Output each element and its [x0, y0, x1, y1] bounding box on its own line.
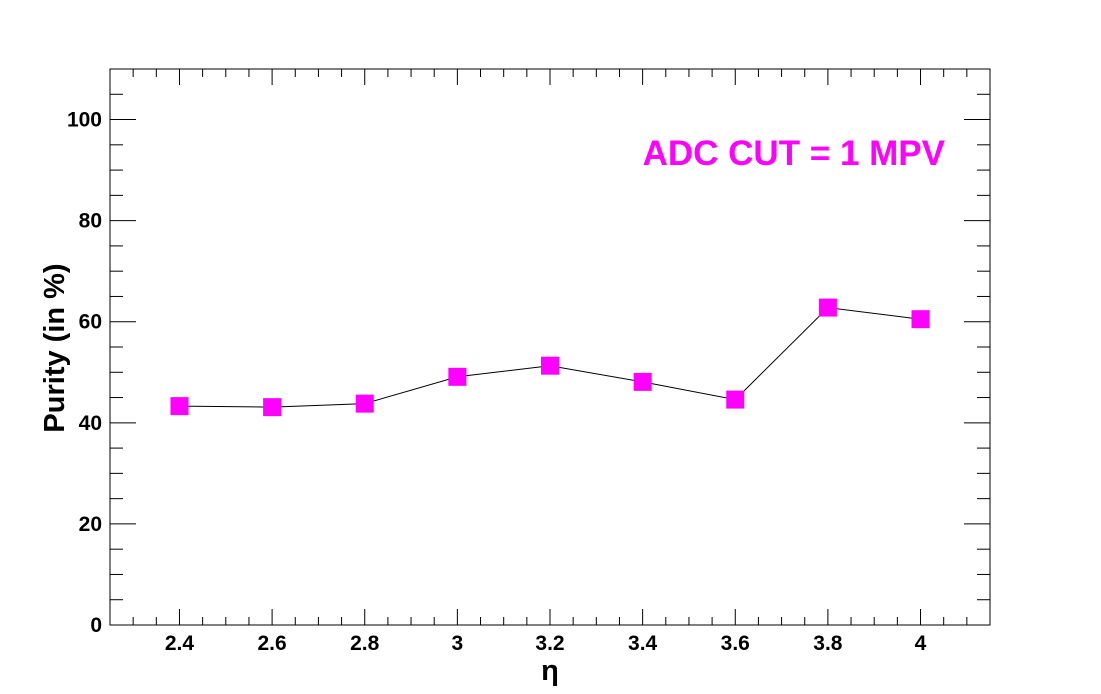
- data-point: [818, 298, 837, 317]
- series-markers: [170, 298, 930, 417]
- y-tick-label: 80: [79, 210, 102, 233]
- y-tick-label: 100: [67, 109, 102, 132]
- x-tick-label: 3.2: [535, 632, 564, 655]
- x-tick-label: 2.8: [350, 632, 380, 655]
- x-tick-label: 4: [915, 632, 927, 655]
- data-point: [726, 390, 745, 409]
- data-point: [911, 310, 930, 329]
- y-tick-label: 40: [79, 412, 102, 435]
- x-tick-label: 3.6: [721, 632, 750, 655]
- data-point: [633, 372, 652, 391]
- x-tick-label: 2.6: [258, 632, 287, 655]
- y-tick-label: 20: [79, 513, 102, 536]
- data-point: [170, 397, 189, 416]
- x-tick-labels: 2.4 2.6 2.8 3 3.2 3.4 3.6 3.8 4: [165, 632, 927, 655]
- annotation-text: ADC CUT = 1 MPV: [643, 134, 946, 173]
- axis-ticks: [109, 68, 991, 626]
- x-tick-label: 3.8: [813, 632, 843, 655]
- x-axis-title: η: [541, 655, 559, 687]
- x-tick-label: 3.4: [628, 632, 658, 655]
- y-axis-title: Purity (in %): [39, 263, 71, 432]
- x-tick-label: 3: [452, 632, 464, 655]
- y-tick-labels: 0 20 40 60 80 100: [67, 109, 102, 637]
- y-tick-label: 60: [79, 311, 102, 334]
- data-point: [263, 398, 282, 417]
- data-point: [355, 394, 374, 413]
- data-point: [448, 367, 467, 386]
- y-tick-label: 0: [90, 614, 102, 637]
- x-tick-label: 2.4: [165, 632, 195, 655]
- data-point: [541, 356, 559, 375]
